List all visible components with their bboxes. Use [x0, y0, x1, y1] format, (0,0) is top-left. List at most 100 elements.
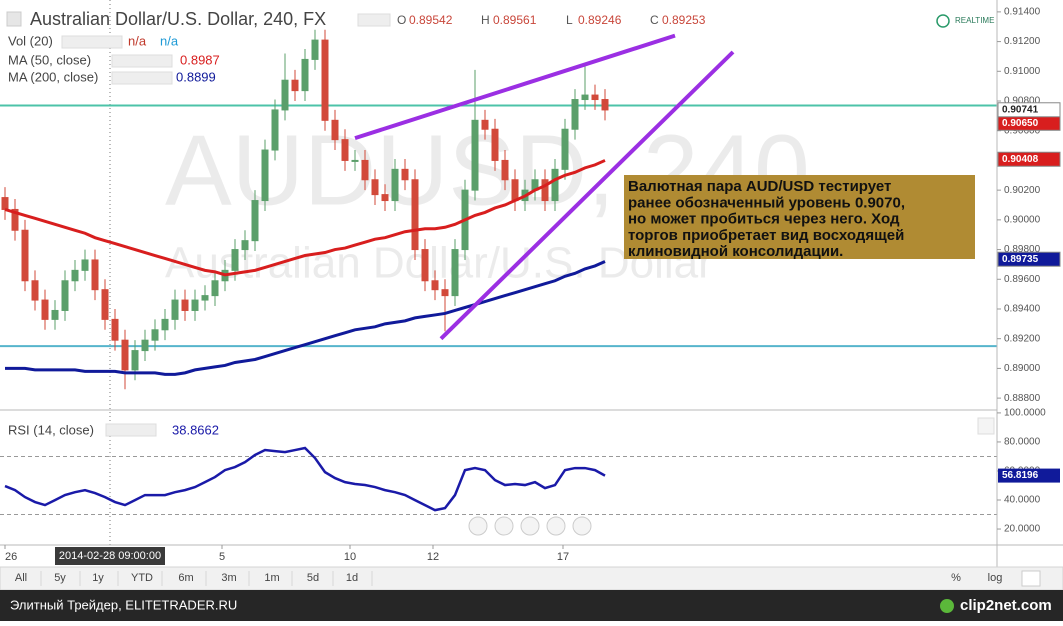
- toolbar-items: All 5y 1y YTD 6m 3m 1m 5d 1d% log: [15, 571, 1002, 586]
- symbol-icon[interactable]: [6, 11, 22, 27]
- rsi-legend-value: 38.8662: [172, 422, 219, 437]
- chart-title: Australian Dollar/U.S. Dollar, 240, FX: [30, 9, 326, 29]
- nav-button[interactable]: [546, 516, 566, 536]
- legend-icons[interactable]: [111, 54, 173, 68]
- navigation: [468, 516, 592, 536]
- candle-body: [491, 128, 499, 161]
- trendline: [439, 50, 735, 341]
- footer-brand: clip2net.com: [960, 597, 1052, 614]
- nav-button[interactable]: [468, 516, 488, 536]
- candle-body: [91, 259, 99, 291]
- y-tick-label: 0.88800: [1004, 393, 1041, 404]
- legend-icons[interactable]: [111, 71, 173, 85]
- candle-body: [11, 208, 19, 231]
- candle-body: [231, 249, 239, 271]
- candle-body: [441, 289, 449, 297]
- range-button[interactable]: 5y: [54, 572, 66, 584]
- y-tick-label: 0.90600: [1004, 125, 1041, 136]
- candle-body: [101, 289, 109, 320]
- ohlc-value: 0.89561: [493, 13, 537, 27]
- candle-body: [431, 280, 439, 291]
- candle-body: [501, 159, 509, 181]
- candle-body: [321, 39, 329, 121]
- annotation-line: Валютная пара AUD/USD тестирует: [628, 178, 891, 195]
- candle-body: [21, 229, 29, 282]
- candle-body: [381, 194, 389, 202]
- annotation-line: торгов приобретает вид восходящей: [628, 227, 904, 244]
- candle-body: [191, 299, 199, 311]
- maximize-button[interactable]: [977, 417, 995, 435]
- overlay-layer: 0.91400 0.91200 0.91000 0.90800 0.90600 0.902…: [4, 7, 1061, 565]
- y-tick-label: 40.0000: [1004, 495, 1041, 506]
- price-label: 0.90650: [1002, 118, 1039, 129]
- candle-body: [411, 179, 419, 251]
- candle-body: [201, 295, 209, 301]
- crosshair-label-box: [55, 547, 165, 565]
- candle-body: [351, 159, 359, 162]
- y-tick-label: 0.89200: [1004, 333, 1041, 344]
- nav-button[interactable]: [572, 516, 592, 536]
- footer-source: Элитный Трейдер, ELITETRADER.RU: [10, 597, 237, 612]
- y-tick-label: 0.89600: [1004, 274, 1041, 285]
- candle-body: [111, 318, 119, 341]
- range-button[interactable]: 1m: [264, 572, 279, 584]
- candle-body: [451, 249, 459, 297]
- ohlc-label: H: [481, 13, 490, 27]
- candle-body: [81, 259, 89, 271]
- range-button[interactable]: 5d: [307, 572, 319, 584]
- y-tick-label: 20.0000: [1004, 524, 1041, 535]
- candle-body: [341, 139, 349, 161]
- range-button[interactable]: 1d: [346, 572, 358, 584]
- candle-body: [421, 249, 429, 282]
- annotation-line: ранее обозначенный уровень 0.9070,: [628, 194, 905, 211]
- candle-body: [481, 119, 489, 130]
- price-label: 56.8196: [1002, 470, 1039, 481]
- y-tick-label: 0.91400: [1004, 7, 1041, 18]
- price-label: 0.89735: [1002, 254, 1039, 265]
- price-label-box: [998, 468, 1060, 483]
- candle-body: [581, 94, 589, 101]
- candle-body: [31, 280, 39, 301]
- moving-average: [4, 159, 606, 277]
- candle-body: [561, 128, 569, 170]
- option-button[interactable]: %: [951, 572, 961, 584]
- candle-body: [161, 318, 169, 331]
- candle-body: [471, 119, 479, 191]
- toolbar: [0, 566, 1063, 591]
- annotation-box: [624, 175, 975, 259]
- candle-body: [511, 179, 519, 202]
- ohlc-label: L: [566, 13, 573, 27]
- range-button[interactable]: All: [15, 572, 27, 584]
- y-tick-label: 100.0000: [1004, 408, 1046, 419]
- legend-icons[interactable]: [61, 35, 123, 49]
- candle-body: [551, 168, 559, 202]
- candle-body: [331, 119, 339, 141]
- realtime-label: REALTIME: [955, 16, 994, 25]
- price-label-box: [997, 102, 1061, 118]
- legend-icons[interactable]: [357, 13, 391, 27]
- range-button[interactable]: 6m: [178, 572, 193, 584]
- nav-button[interactable]: [520, 516, 540, 536]
- range-button[interactable]: 3m: [221, 572, 236, 584]
- x-tick-label: 5: [219, 551, 225, 563]
- price-label-box: [997, 251, 1061, 267]
- trendline: [354, 33, 676, 141]
- x-tick-label: 12: [427, 551, 439, 563]
- legend-icons[interactable]: [105, 423, 157, 437]
- plot-layer: [0, 0, 997, 545]
- ohlc-value: 0.89246: [578, 13, 622, 27]
- range-button[interactable]: YTD: [131, 572, 153, 584]
- y-tick-label: 0.91200: [1004, 36, 1041, 47]
- candle-body: [391, 168, 399, 202]
- range-button[interactable]: 1y: [92, 572, 104, 584]
- ohlc-label: C: [650, 13, 659, 27]
- axis-panel: [997, 0, 1063, 545]
- settings-button[interactable]: [1021, 570, 1041, 587]
- ma50-legend: MA (50, close): [8, 52, 91, 67]
- option-button[interactable]: log: [988, 572, 1003, 584]
- candle-body: [281, 79, 289, 111]
- candle-body: [541, 179, 549, 202]
- nav-button[interactable]: [494, 516, 514, 536]
